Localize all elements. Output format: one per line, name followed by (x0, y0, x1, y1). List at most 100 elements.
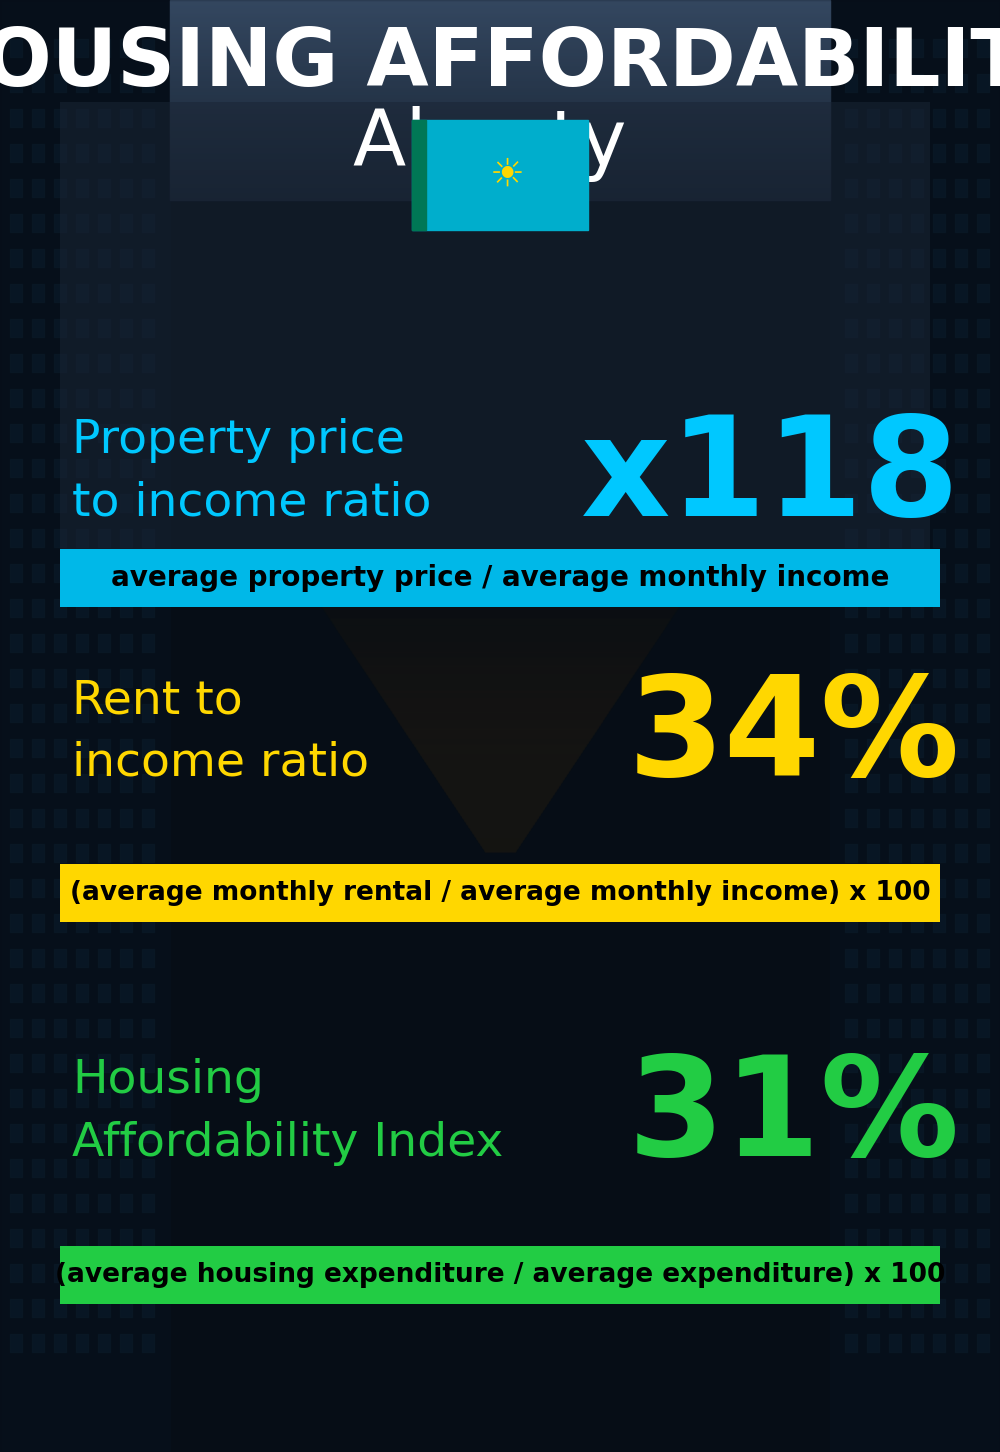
Bar (911, 1159, 923, 1178)
Bar (120, 600, 132, 617)
Bar (933, 213, 945, 232)
Bar (120, 563, 132, 582)
Bar (889, 1159, 901, 1178)
Bar (867, 389, 879, 407)
Bar (845, 563, 857, 582)
Bar (889, 1265, 901, 1282)
Bar (120, 950, 132, 967)
Bar (845, 213, 857, 232)
Bar (889, 529, 901, 547)
Bar (830, 0, 1000, 1452)
Bar (977, 878, 989, 897)
Bar (867, 424, 879, 441)
Bar (98, 1300, 110, 1317)
Bar (10, 1159, 22, 1178)
Bar (955, 494, 967, 513)
Bar (889, 494, 901, 513)
Bar (76, 144, 88, 163)
Bar (54, 39, 66, 57)
Bar (911, 1089, 923, 1106)
Bar (76, 704, 88, 722)
Bar (955, 913, 967, 932)
Bar (933, 844, 945, 862)
Bar (142, 494, 154, 513)
Bar (845, 913, 857, 932)
Bar (955, 739, 967, 756)
Bar (98, 248, 110, 267)
Bar (98, 1265, 110, 1282)
Bar (977, 529, 989, 547)
Bar (10, 1194, 22, 1212)
Bar (98, 739, 110, 756)
Bar (889, 878, 901, 897)
Bar (955, 109, 967, 126)
Bar (98, 285, 110, 302)
Bar (889, 1054, 901, 1072)
Bar (955, 248, 967, 267)
Bar (54, 1054, 66, 1072)
Bar (911, 354, 923, 372)
Bar (867, 285, 879, 302)
Bar (54, 844, 66, 862)
Bar (32, 529, 44, 547)
Bar (142, 913, 154, 932)
Bar (10, 774, 22, 791)
Bar (142, 878, 154, 897)
Bar (10, 424, 22, 441)
Bar (120, 1089, 132, 1106)
Bar (10, 704, 22, 722)
Bar (98, 1054, 110, 1072)
Bar (911, 984, 923, 1002)
Bar (54, 1159, 66, 1178)
Bar (54, 459, 66, 478)
Bar (955, 213, 967, 232)
Bar (76, 984, 88, 1002)
Bar (54, 635, 66, 652)
Bar (889, 913, 901, 932)
Bar (120, 669, 132, 687)
Bar (955, 1300, 967, 1317)
Bar (845, 1089, 857, 1106)
Bar (76, 950, 88, 967)
Bar (845, 319, 857, 337)
Bar (933, 39, 945, 57)
Bar (76, 389, 88, 407)
Bar (845, 739, 857, 756)
Bar (845, 809, 857, 828)
Bar (933, 563, 945, 582)
Bar (32, 704, 44, 722)
Bar (911, 1019, 923, 1037)
Bar (142, 179, 154, 197)
Bar (977, 809, 989, 828)
Bar (10, 635, 22, 652)
Bar (977, 984, 989, 1002)
Bar (76, 669, 88, 687)
Bar (867, 984, 879, 1002)
Bar (10, 563, 22, 582)
Bar (867, 950, 879, 967)
Bar (54, 774, 66, 791)
Bar (933, 1159, 945, 1178)
Bar (845, 1194, 857, 1212)
Bar (10, 1124, 22, 1143)
Bar (867, 809, 879, 828)
Bar (54, 213, 66, 232)
Bar (54, 1265, 66, 1282)
Bar (98, 844, 110, 862)
Bar (54, 913, 66, 932)
Bar (76, 459, 88, 478)
Bar (867, 459, 879, 478)
Bar (54, 669, 66, 687)
Bar (120, 1194, 132, 1212)
Bar (933, 704, 945, 722)
Bar (933, 389, 945, 407)
Bar (76, 354, 88, 372)
Bar (120, 1265, 132, 1282)
Bar (54, 1019, 66, 1037)
Bar (54, 1300, 66, 1317)
Bar (845, 248, 857, 267)
Bar (889, 109, 901, 126)
Bar (54, 878, 66, 897)
Bar (142, 1265, 154, 1282)
Bar (142, 774, 154, 791)
